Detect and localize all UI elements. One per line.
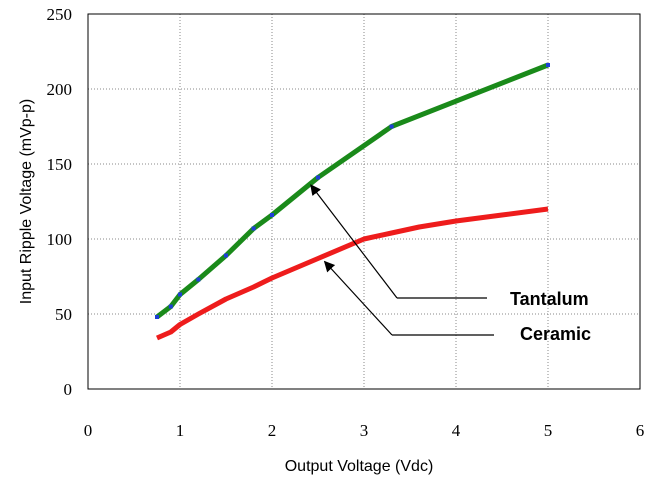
x-tick-label: 5 xyxy=(544,421,553,440)
x-tick-label: 6 xyxy=(636,421,645,440)
y-tick-labels: 0 50 100 150 200 250 xyxy=(47,5,73,399)
series-group xyxy=(155,62,549,341)
series-point-0 xyxy=(224,253,228,258)
series-point-0 xyxy=(178,292,182,297)
x-tick-label: 1 xyxy=(176,421,185,440)
series-point-0 xyxy=(196,277,201,282)
y-tick-label: 200 xyxy=(47,80,73,99)
y-axis-label: Input Ripple Voltage (mVp-p) xyxy=(18,99,35,304)
y-tick-label: 0 xyxy=(64,380,73,399)
series-point-0 xyxy=(389,124,394,129)
series-line-0 xyxy=(155,62,549,319)
annotation-arrow-0 xyxy=(310,184,398,299)
series-point-0 xyxy=(251,226,256,231)
x-tick-labels: 0 1 2 3 4 5 6 xyxy=(84,421,645,440)
x-tick-label: 3 xyxy=(360,421,369,440)
series-point-0 xyxy=(546,63,550,67)
series-line-1 xyxy=(156,206,549,341)
plot-frame xyxy=(87,13,641,390)
x-tick-label: 2 xyxy=(268,421,277,440)
marker-group xyxy=(155,63,550,319)
y-tick-label: 50 xyxy=(55,305,72,324)
y-tick-label: 150 xyxy=(47,155,73,174)
annotation-label-0: Tantalum xyxy=(510,289,589,309)
y-tick-label: 100 xyxy=(47,230,73,249)
series-point-0 xyxy=(316,175,320,180)
x-tick-label: 4 xyxy=(452,421,461,440)
series-point-0 xyxy=(155,315,159,319)
y-tick-label: 250 xyxy=(47,5,73,24)
x-axis-label: Output Voltage (Vdc) xyxy=(285,458,434,475)
annotation-group: Tantalum Ceramic xyxy=(310,184,591,344)
x-tick-label: 0 xyxy=(84,421,93,440)
annotation-arrow-1 xyxy=(323,260,393,336)
series-point-0 xyxy=(270,213,274,217)
annotation-label-1: Ceramic xyxy=(520,324,591,344)
series-point-0 xyxy=(168,304,173,309)
